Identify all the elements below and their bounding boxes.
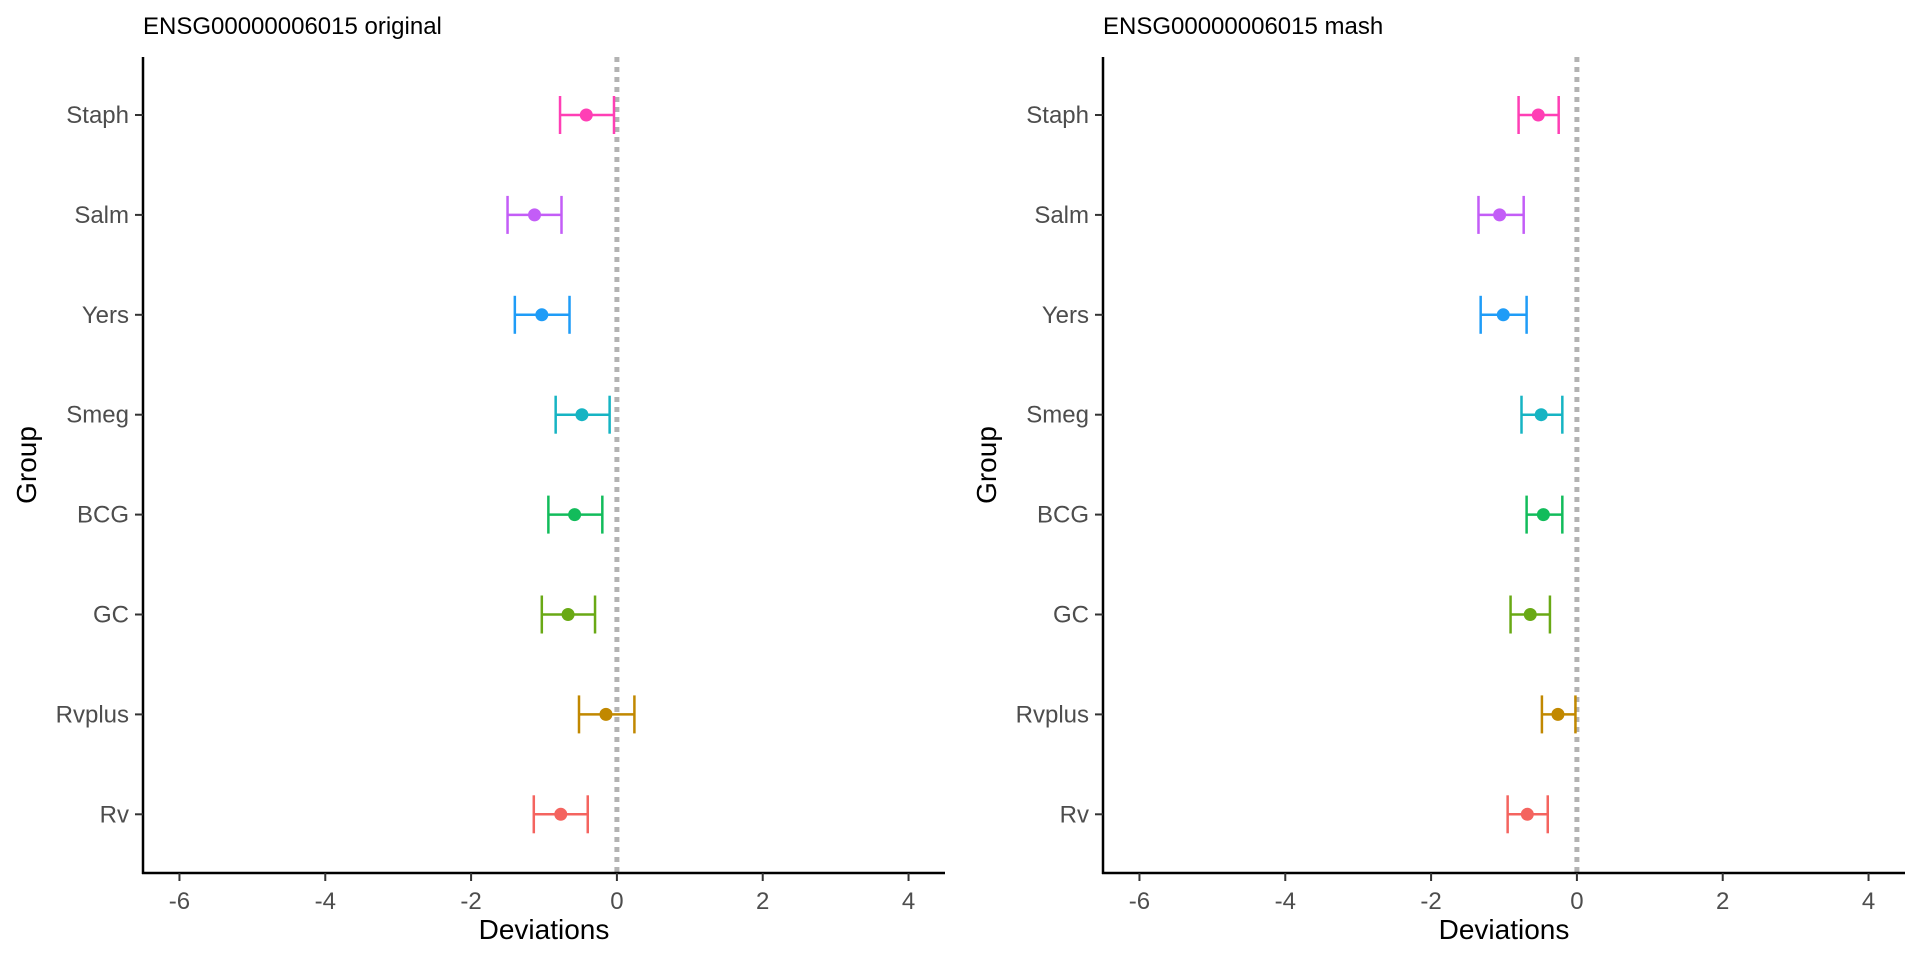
errorbar-bcg <box>547 495 604 534</box>
errorbar-rvplus <box>1540 695 1577 734</box>
y-tick-label: Smeg <box>1026 402 1089 429</box>
estimate-point <box>579 108 593 122</box>
y-axis-title: Group <box>11 426 42 504</box>
x-axis-title: Deviations <box>1439 914 1570 945</box>
estimate-point <box>1523 608 1537 621</box>
y-tick-label: GC <box>1053 602 1089 629</box>
errorbar-gc <box>1509 595 1552 634</box>
errorbar-salm <box>1477 195 1525 234</box>
x-tick-label: -6 <box>1129 888 1150 915</box>
y-tick-label: Smeg <box>66 402 129 429</box>
y-tick-label: Staph <box>66 102 129 129</box>
errorbar-yers <box>1479 295 1528 334</box>
y-tick-label: Salm <box>1034 202 1089 229</box>
estimate-point <box>599 707 613 721</box>
y-tick-label: Yers <box>1042 302 1089 329</box>
estimate-point <box>528 208 542 222</box>
x-tick-label: -2 <box>1420 888 1441 915</box>
estimate-point <box>1534 408 1548 422</box>
estimate-point <box>554 807 568 821</box>
y-tick-label: GC <box>93 602 129 629</box>
errorbar-yers <box>513 295 571 334</box>
errorbar-staph <box>1517 96 1560 134</box>
x-tick-label: 4 <box>1862 888 1875 915</box>
x-tick-label: 0 <box>1570 888 1583 915</box>
x-axis-title: Deviations <box>479 914 610 945</box>
x-tick-label: 2 <box>1716 888 1729 915</box>
chart-panel-1: ENSG00000006015 original -6 -4 -2 0 2 4 Deviati… <box>11 13 945 945</box>
y-tick-label: Rvplus <box>56 701 129 728</box>
x-tick-label: -2 <box>460 888 481 915</box>
estimate-point <box>568 508 582 522</box>
estimate-point <box>1493 208 1507 222</box>
x-tick-label: -4 <box>315 888 336 915</box>
estimate-point <box>1536 508 1550 522</box>
x-tick-label: 2 <box>756 888 769 915</box>
panel-title: ENSG00000006015 original <box>143 13 442 40</box>
chart-panel-2: ENSG00000006015 mash -6 -4 -2 0 2 4 Deviations G… <box>971 13 1905 945</box>
x-tick-label: -4 <box>1275 888 1296 915</box>
panel-title: ENSG00000006015 mash <box>1103 13 1383 40</box>
estimate-point <box>1496 308 1510 322</box>
errorbar-rvplus <box>577 695 636 734</box>
y-tick-label: Rv <box>1060 801 1089 828</box>
estimate-point <box>535 308 549 322</box>
y-axis-title: Group <box>971 426 1002 504</box>
errorbar-smeg <box>1520 395 1564 434</box>
y-tick-label: Salm <box>74 202 129 229</box>
estimate-point <box>575 408 589 422</box>
x-tick-label: -6 <box>169 888 190 915</box>
y-tick-label: BCG <box>1037 502 1089 529</box>
y-tick-label: Rvplus <box>1016 701 1089 728</box>
y-tick-label: BCG <box>77 502 129 529</box>
y-tick-label: Rv <box>100 801 129 828</box>
errorbar-salm <box>506 195 563 234</box>
errorbar-rv <box>1506 795 1549 834</box>
y-tick-label: Staph <box>1026 102 1089 129</box>
errorbar-rv <box>532 795 589 834</box>
estimate-point <box>1520 807 1534 821</box>
x-tick-label: 4 <box>902 888 915 915</box>
errorbar-gc <box>540 595 597 634</box>
estimate-point <box>1531 108 1545 122</box>
errorbar-staph <box>558 96 616 134</box>
y-tick-label: Yers <box>82 302 129 329</box>
estimate-point <box>1551 707 1565 721</box>
errorbar-smeg <box>554 395 611 434</box>
estimate-point <box>561 608 575 621</box>
x-tick-label: 0 <box>610 888 623 915</box>
errorbar-bcg <box>1525 495 1564 534</box>
